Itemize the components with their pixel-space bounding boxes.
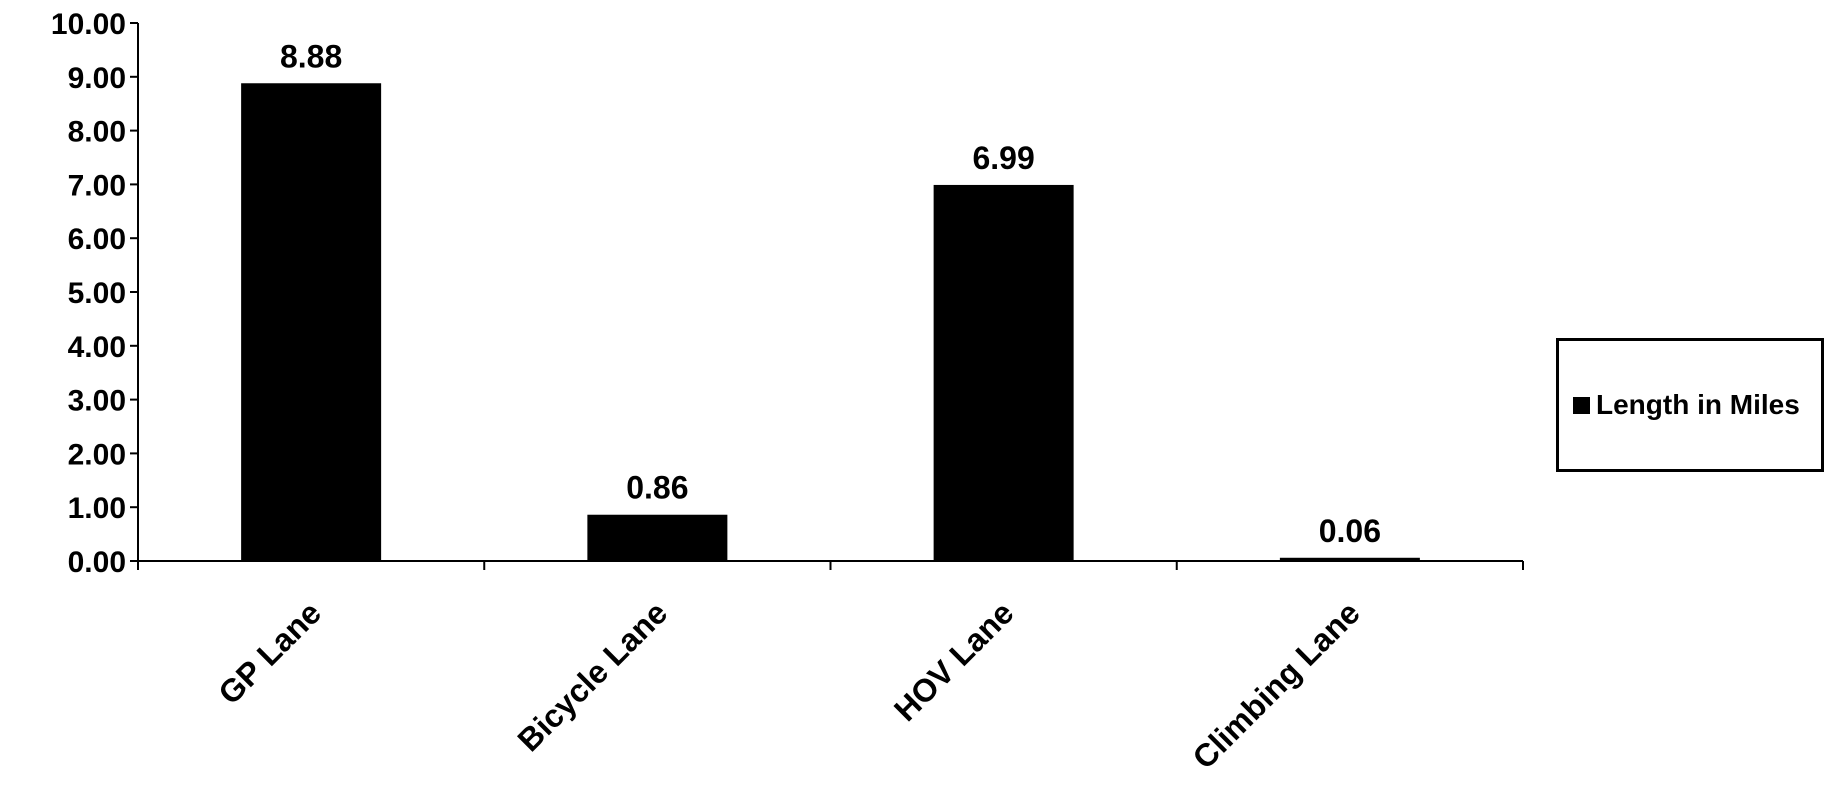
- y-tick-label: 8.00: [68, 116, 126, 149]
- legend: Length in Miles: [1556, 338, 1824, 472]
- y-tick-label: 1.00: [68, 492, 126, 525]
- legend-label: Length in Miles: [1596, 389, 1800, 420]
- x-axis: [137, 560, 1524, 570]
- y-tick-label: 6.00: [68, 223, 126, 256]
- data-labels: 8.88 0.86 6.99 0.06: [280, 38, 1381, 549]
- y-tick-label: 10.00: [51, 8, 126, 41]
- y-tick-label: 7.00: [68, 169, 126, 202]
- bar: [933, 184, 1074, 562]
- data-label: 0.86: [626, 470, 688, 506]
- x-tick-label: HOV Lane: [887, 594, 1021, 728]
- y-tick-label: 5.00: [68, 277, 126, 310]
- data-label: 0.06: [1319, 513, 1381, 549]
- bar: [1279, 557, 1420, 561]
- x-tick-label: Bicycle Lane: [511, 594, 675, 758]
- y-tick-label: 3.00: [68, 385, 126, 418]
- y-axis: 0.00 1.00 2.00 3.00 4.00 5.00 6.00 7.00 8.00 9.00…: [51, 8, 139, 579]
- y-tick-label: 0.00: [68, 546, 126, 579]
- y-tick-label: 4.00: [68, 331, 126, 364]
- x-tick-label: GP Lane: [211, 594, 328, 711]
- data-label: 6.99: [972, 140, 1034, 176]
- legend-swatch: [1573, 396, 1590, 414]
- data-label: 8.88: [280, 38, 342, 74]
- bars: [241, 83, 1420, 562]
- y-tick-label: 9.00: [68, 62, 126, 95]
- category-labels: GP Lane Bicycle Lane HOV Lane Climbing Lane: [211, 594, 1367, 775]
- bar: [241, 83, 382, 562]
- y-tick-label: 2.00: [68, 438, 126, 471]
- bar: [587, 514, 728, 561]
- x-tick-label: Climbing Lane: [1185, 594, 1366, 775]
